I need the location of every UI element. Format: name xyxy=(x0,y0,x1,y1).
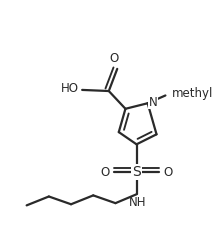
Text: HO: HO xyxy=(61,82,79,95)
Text: methyl: methyl xyxy=(172,87,213,100)
Text: S: S xyxy=(132,165,141,179)
Text: O: O xyxy=(100,166,109,179)
Text: NH: NH xyxy=(129,196,146,209)
Text: O: O xyxy=(110,52,119,65)
Text: N: N xyxy=(149,96,157,109)
Text: O: O xyxy=(164,166,173,179)
